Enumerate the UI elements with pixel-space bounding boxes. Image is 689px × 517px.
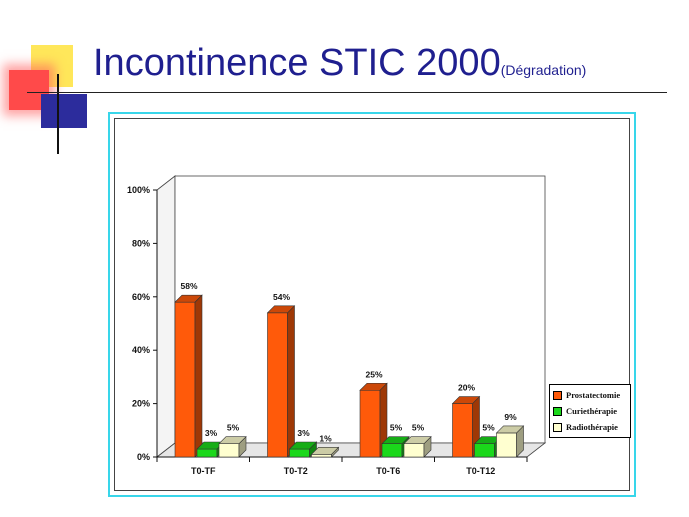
title-subtitle: (Dégradation) xyxy=(500,62,587,78)
x-tick-label: T0-T2 xyxy=(284,466,308,476)
y-tick-label: 20% xyxy=(132,399,150,409)
legend-label: Radiothérapie xyxy=(566,422,618,432)
y-tick-label: 80% xyxy=(132,238,150,248)
bar-radiotherapie-t0-t6-top xyxy=(403,436,432,444)
bar-curietherapie-t0-tf-front xyxy=(196,448,218,458)
decor-blue-square xyxy=(41,94,87,128)
bar-prostatectomie-t0-t6-front xyxy=(359,389,381,458)
bar-prostatectomie-t0-t6-top xyxy=(359,382,388,391)
data-label: 5% xyxy=(482,423,495,433)
y-tick-label: 40% xyxy=(132,345,150,355)
data-label: 25% xyxy=(365,369,382,379)
bar-prostatectomie-t0-t12-front xyxy=(452,403,473,458)
data-label: 5% xyxy=(227,423,240,433)
bar-prostatectomie-t0-t12-top xyxy=(451,396,481,404)
data-label: 3% xyxy=(297,428,310,438)
data-label: 3% xyxy=(205,428,218,438)
chart-side-wall xyxy=(156,175,176,458)
x-tick-label: T0-T12 xyxy=(466,466,495,476)
bar-curietherapie-t0-t12-front xyxy=(474,443,495,458)
data-label: 9% xyxy=(504,412,517,422)
data-label: 58% xyxy=(180,281,197,291)
bar-chart: 0% 20% 40% 60% 80% 100% T0-TF 58% 3% 5% T0-T2 54% 3%… xyxy=(127,175,547,476)
bar-prostatectomie-t0-tf-front xyxy=(174,301,196,458)
data-label: 5% xyxy=(390,423,403,433)
y-tick-label: 60% xyxy=(132,292,150,302)
x-tick-label: T0-TF xyxy=(191,466,216,476)
bar-prostatectomie-t0-tf-top xyxy=(174,294,203,303)
bar-curietherapie-t0-t6-top xyxy=(381,436,410,444)
bar-radiotherapie-t0-t2-top xyxy=(310,447,340,455)
chart-frame: 0% 20% 40% 60% 80% 100% T0-TF 58% 3% 5% T0-T2 54% 3%… xyxy=(108,112,636,497)
x-tick-label: T0-T6 xyxy=(376,466,400,476)
legend-label: Curiethérapie xyxy=(566,406,617,416)
data-label: 1% xyxy=(319,433,332,443)
y-tick-label: 100% xyxy=(127,185,150,195)
chart-inner-border xyxy=(114,118,630,491)
data-label: 5% xyxy=(412,423,425,433)
data-label: 20% xyxy=(458,383,475,393)
bar-radiotherapie-t0-t2-front xyxy=(311,454,332,458)
bar-curietherapie-t0-t2-top xyxy=(288,441,318,450)
bar-curietherapie-t0-t6-front xyxy=(381,443,403,458)
bar-radiotherapie-t0-tf-front xyxy=(218,443,240,458)
bar-prostatectomie-t0-tf-side xyxy=(194,294,203,458)
legend-label: Prostatectomie xyxy=(566,390,621,400)
bar-radiotherapie-t0-tf-top xyxy=(218,436,247,444)
bar-curietherapie-t0-t2-front xyxy=(289,448,310,458)
y-tick-label: 0% xyxy=(137,452,150,462)
bar-radiotherapie-t0-t6-front xyxy=(403,443,425,458)
data-label: 54% xyxy=(273,292,290,302)
legend-swatch xyxy=(553,422,562,432)
bar-prostatectomie-t0-t2-side xyxy=(287,305,295,458)
legend-swatch xyxy=(553,406,562,416)
bar-radiotherapie-t0-t12-front xyxy=(496,432,517,458)
title-underline xyxy=(27,92,667,93)
legend-item: Prostatectomie xyxy=(553,387,627,403)
title-main: Incontinence STIC 2000 xyxy=(93,42,501,84)
chart-legend: Prostatectomie Curiethérapie Radiothérapie xyxy=(549,384,631,438)
legend-item: Curiethérapie xyxy=(553,403,627,419)
bar-radiotherapie-t0-t12-top xyxy=(495,425,525,434)
slide-title: Incontinence STIC 2000(Dégradation) xyxy=(93,42,586,85)
bar-prostatectomie-t0-t2-front xyxy=(267,312,288,458)
legend-item: Radiothérapie xyxy=(553,419,627,435)
bar-prostatectomie-t0-t2-top xyxy=(266,305,296,314)
decor-vertical-line xyxy=(57,74,59,154)
legend-swatch xyxy=(553,390,562,400)
